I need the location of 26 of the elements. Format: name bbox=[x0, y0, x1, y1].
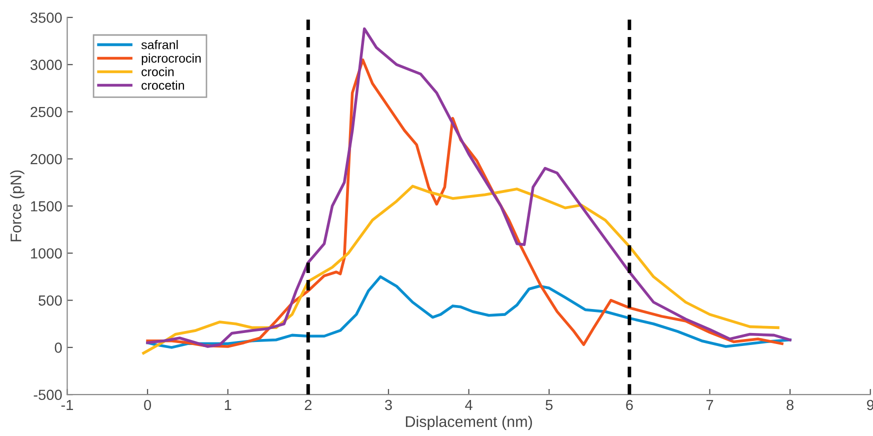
y-tick-label: 3000 bbox=[30, 60, 62, 70]
x-tick-label: 4 bbox=[465, 400, 472, 410]
y-axis-title: Force (pN) bbox=[10, 170, 24, 242]
x-tick-label: 1 bbox=[224, 400, 232, 410]
y-tick-label: 500 bbox=[38, 295, 62, 306]
x-tick-label: 5 bbox=[546, 400, 553, 410]
legend-label: crocetin bbox=[142, 80, 184, 90]
y-tick-label: -500 bbox=[34, 390, 62, 400]
legend-label: crocin bbox=[142, 67, 174, 76]
y-tick-label: 3500 bbox=[30, 12, 62, 23]
y-tick-label: 2500 bbox=[30, 106, 62, 118]
x-tick-label: 2 bbox=[304, 400, 312, 410]
y-tick-label: 1000 bbox=[31, 248, 62, 259]
x-tick-label: 6 bbox=[626, 400, 633, 410]
x-tick-label: 0 bbox=[144, 400, 152, 410]
x-tick-label: 3 bbox=[384, 400, 392, 410]
x-tick-label: 8 bbox=[786, 400, 794, 410]
y-tick-label: 0 bbox=[54, 342, 62, 353]
x-axis-title: Displacement (nm) bbox=[406, 416, 532, 430]
y-tick-label: 1500 bbox=[31, 201, 62, 212]
legend-label: safranl bbox=[141, 40, 178, 50]
y-tick-label: 2000 bbox=[30, 154, 62, 164]
x-tick-label: 7 bbox=[706, 400, 714, 410]
legend-label: picrocrocin bbox=[142, 54, 201, 66]
x-tick-label: -1 bbox=[61, 400, 73, 410]
line-series bbox=[142, 184, 780, 354]
